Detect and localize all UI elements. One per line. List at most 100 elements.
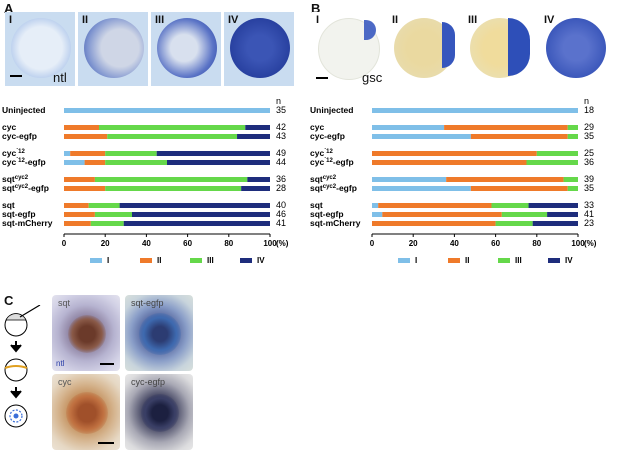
- bar-segment-ii: [444, 125, 568, 130]
- bar-segment-iii: [567, 186, 578, 191]
- bar-segment-iv: [547, 212, 578, 217]
- legend-swatch-i: [90, 258, 102, 263]
- x-tick-label: 0: [62, 239, 67, 248]
- bar-segment-ii: [64, 177, 95, 182]
- x-axis-unit: (%): [276, 239, 289, 248]
- bar-segment-ii: [70, 151, 106, 156]
- panel-b-embryo-images: I II III IV gsc: [312, 12, 612, 86]
- row-label: cyc´12: [2, 148, 26, 158]
- legend-swatch-iii: [190, 258, 202, 263]
- bar-segment-iii: [567, 125, 578, 130]
- row-label: cyc: [310, 122, 324, 132]
- n-value: 33: [584, 200, 594, 210]
- n-value: 28: [276, 183, 286, 193]
- legend-swatch-iii: [498, 258, 510, 263]
- x-tick-label: 80: [224, 239, 233, 248]
- x-tick-label: 0: [370, 239, 375, 248]
- bar-segment-ii: [64, 125, 100, 130]
- bar-segment-i: [372, 177, 447, 182]
- n-value: 36: [276, 174, 286, 184]
- legend-swatch-ii: [140, 258, 152, 263]
- bar-segment-ii: [470, 134, 568, 139]
- bar-segment-i: [64, 160, 85, 165]
- bar-segment-iv: [123, 221, 271, 226]
- scale-bar: [100, 363, 114, 365]
- photo-label: sqt-egfp: [131, 298, 164, 308]
- bar-segment-iii: [105, 151, 157, 156]
- bar-segment-iv: [247, 177, 270, 182]
- bar-segment-iii: [88, 203, 120, 208]
- legend-label: III: [207, 256, 214, 265]
- bar-segment-iv: [241, 186, 270, 191]
- embryo-injection-schematic: [4, 304, 41, 337]
- gsc-stain-spot: [442, 22, 455, 68]
- legend-label: IV: [565, 256, 573, 265]
- legend-label: II: [465, 256, 469, 265]
- arrow-down-icon: [10, 341, 22, 353]
- stained-cells: [141, 394, 179, 432]
- photo-sqt-egfp: sqt-egfp: [125, 295, 193, 371]
- n-value: 23: [584, 218, 594, 228]
- bar-segment-iii: [495, 221, 533, 226]
- n-value: 35: [276, 105, 286, 115]
- n-header: n: [276, 96, 281, 106]
- bar-segment-iii: [105, 160, 167, 165]
- row-label: Uninjected: [2, 105, 45, 115]
- x-tick-label: 40: [450, 239, 459, 248]
- x-tick-label: 100: [263, 239, 277, 248]
- n-value: 35: [584, 131, 594, 141]
- stained-cells: [66, 392, 108, 434]
- bar-segment-ii: [84, 160, 106, 165]
- x-tick-label: 40: [142, 239, 151, 248]
- n-value: 41: [276, 218, 286, 228]
- ntl-embryo-class-4: [230, 18, 290, 78]
- panel-b-letter: B: [311, 1, 321, 16]
- legend-label: I: [415, 256, 417, 265]
- legend-label: IV: [257, 256, 265, 265]
- bar-segment-ii: [64, 186, 106, 191]
- scale-bar: [98, 442, 114, 444]
- n-value: 40: [276, 200, 286, 210]
- bar-segment-ii: [378, 203, 492, 208]
- arrow-down-icon: [10, 387, 22, 399]
- bar-segment-iii: [105, 186, 242, 191]
- embryo-image-b-4: IV: [540, 12, 612, 86]
- n-value: 43: [276, 131, 286, 141]
- ntl-embryo-class-2: [84, 18, 144, 78]
- row-label: Uninjected: [310, 105, 353, 115]
- bar-segment-i: [372, 186, 471, 191]
- legend-label: I: [107, 256, 109, 265]
- gsc-stain-spot: [508, 18, 530, 76]
- row-label: sqtcyc2-egfp: [2, 183, 49, 193]
- photo-cyc: cyc: [52, 374, 120, 450]
- class-label: I: [316, 14, 320, 26]
- bar-segment-i: [372, 125, 445, 130]
- bar-segment-ii: [446, 177, 564, 182]
- n-value: 36: [584, 157, 594, 167]
- row-label: cyc-egfp: [310, 131, 345, 141]
- bar-segment-iii: [536, 151, 578, 156]
- embryo-stage-schematic: [4, 358, 28, 382]
- bar-segment-ii: [64, 203, 89, 208]
- row-label: sqt-mCherry: [310, 218, 361, 228]
- photo-label: cyc-egfp: [131, 377, 166, 387]
- photo-label: sqt: [58, 298, 71, 308]
- row-label: sqt-mCherry: [2, 218, 53, 228]
- class-label: II: [82, 14, 89, 26]
- bar-segment-iv: [237, 134, 270, 139]
- scale-bar: [316, 77, 328, 79]
- x-tick-label: 60: [183, 239, 192, 248]
- stain-label-ntl: ntl: [53, 70, 67, 85]
- bar-segment-i: [64, 151, 71, 156]
- bar-segment-ii: [382, 212, 502, 217]
- row-label: cyc´12: [310, 148, 334, 158]
- bar-segment-iii: [526, 160, 578, 165]
- n-value: 29: [584, 122, 594, 132]
- panel-c-letter: C: [4, 293, 14, 308]
- x-tick-label: 20: [409, 239, 418, 248]
- row-label: sqtcyc2: [2, 174, 29, 184]
- gsc-embryo-class-4: [546, 18, 606, 78]
- bar-segment-iii: [90, 221, 124, 226]
- legend-label: II: [157, 256, 161, 265]
- n-value: 18: [584, 105, 594, 115]
